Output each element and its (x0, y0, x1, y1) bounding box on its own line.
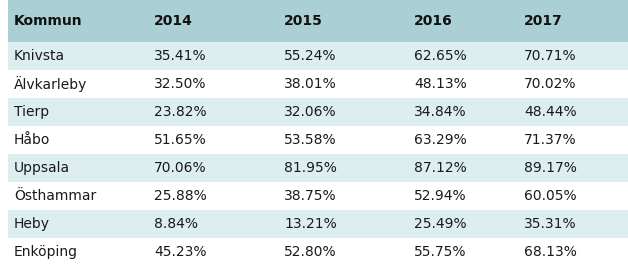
Text: 48.13%: 48.13% (414, 77, 467, 91)
Text: Enköping: Enköping (14, 245, 78, 259)
Text: 53.58%: 53.58% (284, 133, 337, 147)
Text: 70.02%: 70.02% (524, 77, 577, 91)
Text: Kommun: Kommun (14, 14, 83, 28)
Text: 87.12%: 87.12% (414, 161, 467, 175)
Text: 13.21%: 13.21% (284, 217, 337, 231)
Text: Håbo: Håbo (14, 133, 50, 147)
Text: 2014: 2014 (154, 14, 193, 28)
Text: 34.84%: 34.84% (414, 105, 467, 119)
Text: 2015: 2015 (284, 14, 323, 28)
Text: 23.82%: 23.82% (154, 105, 207, 119)
Bar (8, 182, 628, 210)
Text: 32.06%: 32.06% (284, 105, 337, 119)
Bar (8, 210, 628, 238)
Text: 63.29%: 63.29% (414, 133, 467, 147)
Text: 38.01%: 38.01% (284, 77, 337, 91)
Text: 68.13%: 68.13% (524, 245, 577, 259)
Text: Östhammar: Östhammar (14, 189, 96, 203)
Bar (8, 98, 628, 126)
Text: Älvkarleby: Älvkarleby (14, 76, 87, 92)
Bar (8, 0, 628, 42)
Text: Heby: Heby (14, 217, 50, 231)
Text: 2016: 2016 (414, 14, 453, 28)
Text: 62.65%: 62.65% (414, 49, 467, 63)
Bar (8, 126, 628, 154)
Text: 35.41%: 35.41% (154, 49, 207, 63)
Text: 32.50%: 32.50% (154, 77, 207, 91)
Text: 8.84%: 8.84% (154, 217, 198, 231)
Text: 70.06%: 70.06% (154, 161, 207, 175)
Text: 52.94%: 52.94% (414, 189, 467, 203)
Text: 60.05%: 60.05% (524, 189, 577, 203)
Text: 25.88%: 25.88% (154, 189, 207, 203)
Text: 25.49%: 25.49% (414, 217, 467, 231)
Bar (8, 42, 628, 70)
Text: 35.31%: 35.31% (524, 217, 577, 231)
Text: Uppsala: Uppsala (14, 161, 70, 175)
Text: 48.44%: 48.44% (524, 105, 577, 119)
Bar (8, 154, 628, 182)
Text: 45.23%: 45.23% (154, 245, 207, 259)
Text: 55.24%: 55.24% (284, 49, 337, 63)
Text: 38.75%: 38.75% (284, 189, 337, 203)
Text: 70.71%: 70.71% (524, 49, 577, 63)
Text: 89.17%: 89.17% (524, 161, 577, 175)
Text: 52.80%: 52.80% (284, 245, 337, 259)
Bar (8, 70, 628, 98)
Text: 71.37%: 71.37% (524, 133, 577, 147)
Text: 55.75%: 55.75% (414, 245, 467, 259)
Text: Knivsta: Knivsta (14, 49, 65, 63)
Text: 51.65%: 51.65% (154, 133, 207, 147)
Text: 2017: 2017 (524, 14, 563, 28)
Text: Tierp: Tierp (14, 105, 49, 119)
Bar (8, 238, 628, 266)
Text: 81.95%: 81.95% (284, 161, 337, 175)
